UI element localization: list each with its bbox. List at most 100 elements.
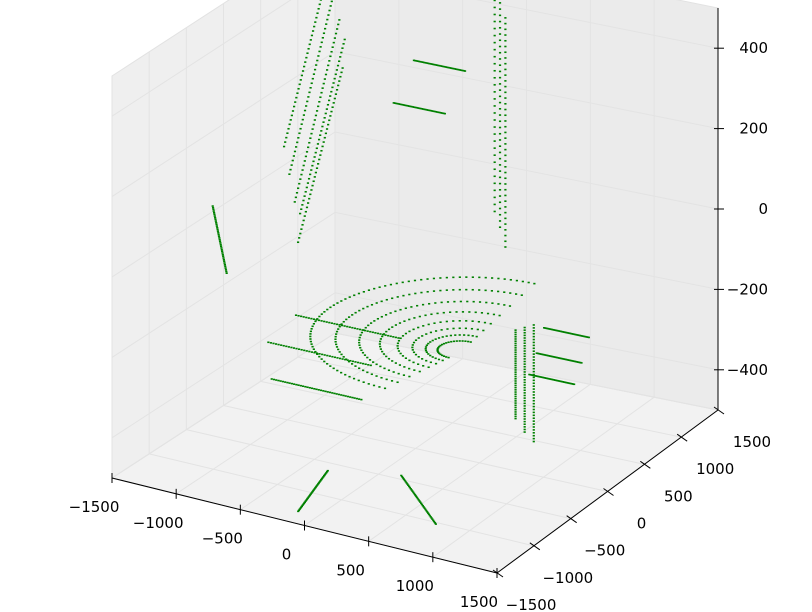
ring-point xyxy=(490,290,494,292)
structure-point xyxy=(297,314,300,317)
ring-point xyxy=(452,340,456,343)
ring-point xyxy=(340,323,343,325)
structure-point xyxy=(430,517,433,519)
structure-point xyxy=(523,379,526,381)
structure-point xyxy=(514,340,517,342)
ring-point xyxy=(370,373,373,376)
structure-point xyxy=(407,485,411,488)
ring-point xyxy=(436,348,439,350)
ring-point xyxy=(358,344,361,346)
structure-point xyxy=(504,211,507,214)
structure-point xyxy=(565,381,568,384)
structure-point xyxy=(215,225,218,227)
ring-point xyxy=(312,348,315,350)
structure-point xyxy=(311,164,314,167)
structure-point xyxy=(330,110,333,113)
structure-point xyxy=(493,84,496,86)
structure-point xyxy=(504,223,507,225)
ring-point xyxy=(367,289,371,291)
structure-point xyxy=(404,104,407,107)
ring-point xyxy=(342,356,345,358)
structure-point xyxy=(514,369,517,371)
structure-point xyxy=(498,226,502,228)
structure-point xyxy=(319,154,322,156)
structure-point xyxy=(544,327,547,329)
structure-point xyxy=(545,354,548,357)
ring-point xyxy=(384,314,388,316)
structure-point xyxy=(576,334,579,336)
grid-line-y-floor xyxy=(186,429,571,520)
structure-point xyxy=(567,382,570,384)
ring-point xyxy=(318,355,321,358)
structure-point xyxy=(314,21,317,23)
structure-point xyxy=(550,328,554,331)
structure-point xyxy=(217,232,220,234)
ring-point xyxy=(309,340,312,343)
structure-point xyxy=(306,100,309,103)
structure-point xyxy=(420,503,424,506)
structure-point xyxy=(528,373,531,376)
structure-point xyxy=(532,359,535,361)
structure-point xyxy=(336,357,339,359)
structure-point xyxy=(568,332,571,335)
y-tick-label: −1000 xyxy=(542,569,593,587)
ring-point xyxy=(527,281,530,284)
ring-point xyxy=(421,303,425,306)
structure-point xyxy=(213,215,216,217)
z-tick-label: 200 xyxy=(739,120,768,138)
structure-point xyxy=(331,86,334,89)
structure-point xyxy=(542,353,545,356)
structure-point xyxy=(304,210,307,213)
ring-point xyxy=(440,301,443,304)
structure-point xyxy=(359,362,362,364)
structure-point xyxy=(303,160,306,162)
structure-point xyxy=(307,96,310,98)
structure-point xyxy=(344,358,347,361)
ring-point xyxy=(430,313,433,316)
structure-point xyxy=(504,131,507,134)
structure-point xyxy=(326,354,329,357)
ring-point xyxy=(417,363,420,366)
ring-point xyxy=(411,346,414,349)
structure-point xyxy=(407,105,411,107)
structure-point xyxy=(504,188,507,191)
structure-point xyxy=(514,411,517,413)
structure-point xyxy=(358,398,361,400)
structure-point xyxy=(498,33,502,35)
structure-point xyxy=(286,132,289,135)
structure-point xyxy=(364,329,367,332)
ring-point xyxy=(442,311,445,314)
ring-point xyxy=(497,303,500,305)
structure-point xyxy=(333,356,337,359)
structure-point xyxy=(504,97,507,99)
structure-point xyxy=(498,157,502,160)
ring-point xyxy=(398,364,402,366)
ring-point xyxy=(338,325,341,328)
structure-point xyxy=(493,133,496,135)
structure-point xyxy=(417,60,421,63)
structure-point xyxy=(224,269,228,271)
ring-point xyxy=(381,335,384,338)
ring-point xyxy=(412,361,415,364)
structure-point xyxy=(316,484,319,486)
structure-point xyxy=(498,95,502,98)
structure-point xyxy=(299,178,302,180)
structure-point xyxy=(514,358,517,360)
ring-point xyxy=(424,347,427,350)
structure-point xyxy=(310,34,314,37)
structure-point xyxy=(564,331,567,334)
grid-line-y-floor xyxy=(297,356,682,438)
structure-point xyxy=(302,164,305,167)
structure-point xyxy=(321,353,324,356)
structure-point xyxy=(532,402,535,405)
ring-point xyxy=(447,341,450,344)
structure-point xyxy=(406,483,409,485)
structure-point xyxy=(573,360,576,363)
structure-point xyxy=(300,74,304,77)
ring-point xyxy=(458,334,461,336)
structure-point xyxy=(560,380,563,383)
structure-point xyxy=(558,330,561,332)
structure-point xyxy=(563,331,566,333)
structure-point xyxy=(315,485,318,487)
